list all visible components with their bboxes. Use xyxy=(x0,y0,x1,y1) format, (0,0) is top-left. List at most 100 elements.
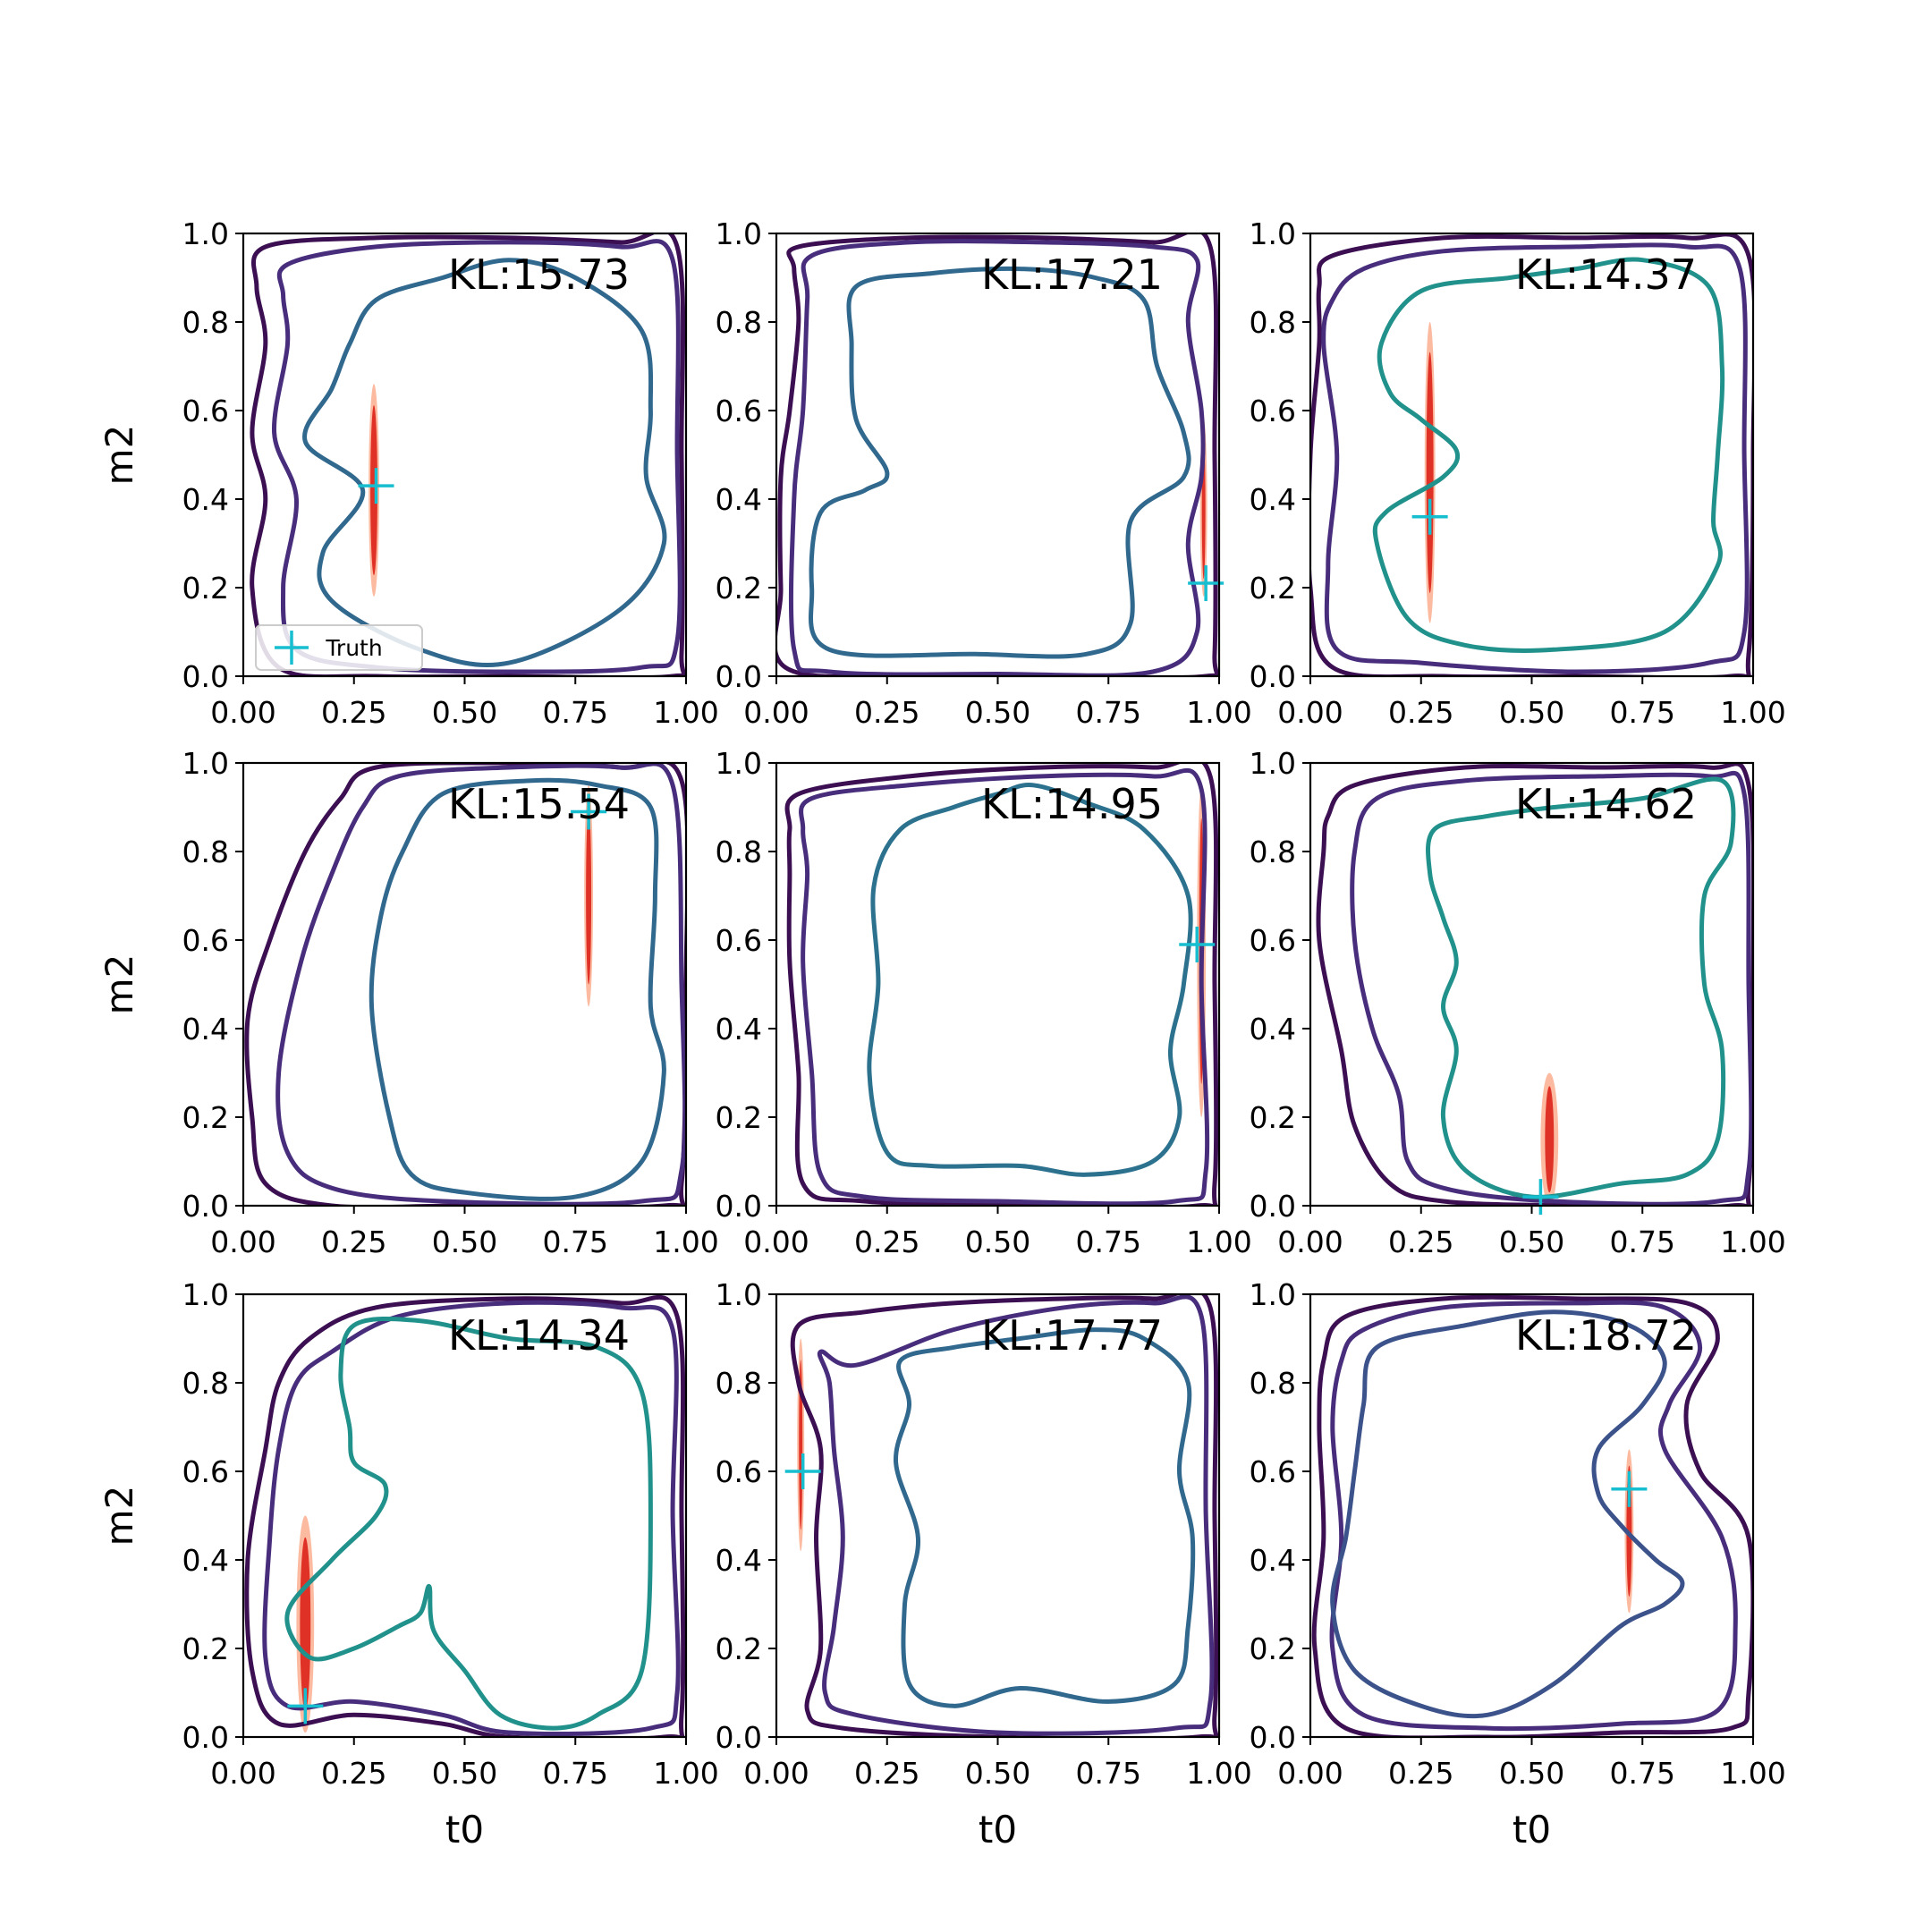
y-tick-label: 0.2 xyxy=(716,1100,762,1135)
contour-level-2 xyxy=(1350,770,1753,1206)
y-axis-label: m2 xyxy=(97,954,141,1015)
y-tick-label: 0.6 xyxy=(182,394,229,428)
y-tick-label: 0.8 xyxy=(182,305,229,340)
contour-level-3 xyxy=(284,1316,653,1731)
x-tick-label: 0.75 xyxy=(1076,1756,1141,1791)
x-tick-label: 0.25 xyxy=(854,695,919,730)
x-tick-label: 0.25 xyxy=(1388,1224,1453,1259)
y-tick-label: 0.0 xyxy=(182,659,229,694)
contour-level-2 xyxy=(799,767,1210,1206)
contour-level-1 xyxy=(776,233,1219,676)
x-tick-label: 0.25 xyxy=(321,695,386,730)
x-tick-label: 0.50 xyxy=(432,1224,497,1259)
contour-level-1 xyxy=(790,1294,1219,1737)
y-tick-label: 0.0 xyxy=(1250,1720,1296,1755)
y-tick-label: 1.0 xyxy=(182,1277,229,1312)
axes-frame xyxy=(1309,761,1755,1208)
y-tick-label: 0.8 xyxy=(716,305,762,340)
y-tick-label: 0.6 xyxy=(182,923,229,958)
x-tick-label: 0.00 xyxy=(743,1756,809,1791)
x-tick-label: 0.00 xyxy=(1277,1756,1343,1791)
x-tick-label: 0.00 xyxy=(210,1224,275,1259)
x-tick-label: 0.50 xyxy=(1499,1756,1564,1791)
y-tick-label: 0.8 xyxy=(716,1366,762,1401)
contour-level-3 xyxy=(809,266,1191,659)
axes-frame xyxy=(1309,232,1755,678)
y-tick-label: 1.0 xyxy=(716,216,762,251)
x-tick-label: 0.00 xyxy=(210,1756,275,1791)
x-tick-label: 1.00 xyxy=(653,1224,718,1259)
contour-level-2 xyxy=(272,239,682,674)
axes-frame xyxy=(1309,1292,1755,1739)
y-axis-label: m2 xyxy=(97,425,141,486)
y-tick-label: 0.4 xyxy=(182,1012,229,1046)
contour-level-3 xyxy=(1426,776,1736,1199)
x-tick-label: 0.50 xyxy=(432,1756,497,1791)
y-tick-label: 0.4 xyxy=(716,1012,762,1046)
contour-level-2 xyxy=(817,1294,1215,1736)
contour-level-3 xyxy=(1330,1309,1685,1719)
y-tick-label: 0.8 xyxy=(1250,305,1296,340)
contour-level-1 xyxy=(784,763,1219,1206)
x-tick-label: 0.00 xyxy=(210,695,275,730)
x-tick-label: 0.75 xyxy=(1610,1756,1675,1791)
y-tick-label: 0.0 xyxy=(182,1720,229,1755)
contour-level-2 xyxy=(262,1300,681,1736)
y-tick-label: 0.6 xyxy=(716,1454,762,1489)
x-tick-label: 0.00 xyxy=(743,695,809,730)
kl-label: KL:17.77 xyxy=(981,1311,1163,1360)
x-tick-label: 0.75 xyxy=(1610,695,1675,730)
x-tick-label: 0.25 xyxy=(1388,1756,1453,1791)
posterior-core xyxy=(300,1537,311,1711)
posterior-core xyxy=(1545,1086,1555,1193)
x-tick-label: 1.00 xyxy=(1720,1756,1785,1791)
contour-level-3 xyxy=(302,258,667,668)
x-axis-label: t0 xyxy=(445,1808,484,1852)
posterior-core xyxy=(1426,352,1434,593)
y-tick-label: 0.6 xyxy=(182,1454,229,1489)
y-tick-label: 0.0 xyxy=(716,1189,762,1224)
y-tick-label: 0.4 xyxy=(1250,482,1296,517)
kl-label: KL:15.73 xyxy=(448,250,630,299)
y-tick-label: 0.8 xyxy=(1250,1366,1296,1401)
y-tick-label: 0.2 xyxy=(1250,1100,1296,1135)
y-tick-label: 1.0 xyxy=(1250,1277,1296,1312)
x-tick-label: 0.50 xyxy=(1499,1224,1564,1259)
x-tick-label: 0.25 xyxy=(854,1756,919,1791)
legend-label: Truth xyxy=(325,635,382,661)
kl-label: KL:18.72 xyxy=(1515,1311,1697,1360)
y-tick-label: 0.2 xyxy=(182,1100,229,1135)
axes-frame xyxy=(775,232,1221,678)
y-tick-label: 1.0 xyxy=(182,216,229,251)
x-axis-label: t0 xyxy=(979,1808,1017,1852)
y-tick-label: 0.4 xyxy=(182,482,229,517)
x-tick-label: 1.00 xyxy=(653,1756,718,1791)
y-tick-label: 1.0 xyxy=(716,1277,762,1312)
x-tick-label: 0.00 xyxy=(1277,1224,1343,1259)
y-tick-label: 0.6 xyxy=(1250,1454,1296,1489)
axes-frame xyxy=(775,761,1221,1208)
x-tick-label: 0.75 xyxy=(543,695,608,730)
contour-level-1 xyxy=(1311,1294,1753,1737)
y-tick-label: 0.8 xyxy=(716,835,762,869)
x-axis-label: t0 xyxy=(1513,1808,1551,1852)
x-tick-label: 1.00 xyxy=(1720,695,1785,730)
x-tick-label: 1.00 xyxy=(1186,695,1251,730)
y-tick-label: 0.2 xyxy=(1250,571,1296,606)
contour-level-1 xyxy=(244,1294,686,1737)
contour-level-1 xyxy=(1316,763,1753,1206)
x-tick-label: 0.00 xyxy=(743,1224,809,1259)
y-tick-label: 0.8 xyxy=(182,1366,229,1401)
y-tick-label: 0.0 xyxy=(716,1720,762,1755)
y-tick-label: 1.0 xyxy=(1250,216,1296,251)
contour-level-3 xyxy=(1372,257,1725,653)
y-tick-label: 0.6 xyxy=(716,923,762,958)
x-tick-label: 1.00 xyxy=(1186,1224,1251,1259)
x-tick-label: 0.75 xyxy=(1076,1224,1141,1259)
posterior-core xyxy=(370,405,377,576)
y-tick-label: 0.0 xyxy=(1250,1189,1296,1224)
x-tick-label: 0.75 xyxy=(1076,695,1141,730)
y-tick-label: 0.2 xyxy=(716,1631,762,1666)
x-tick-label: 0.25 xyxy=(321,1224,386,1259)
kl-label: KL:17.21 xyxy=(981,250,1163,299)
